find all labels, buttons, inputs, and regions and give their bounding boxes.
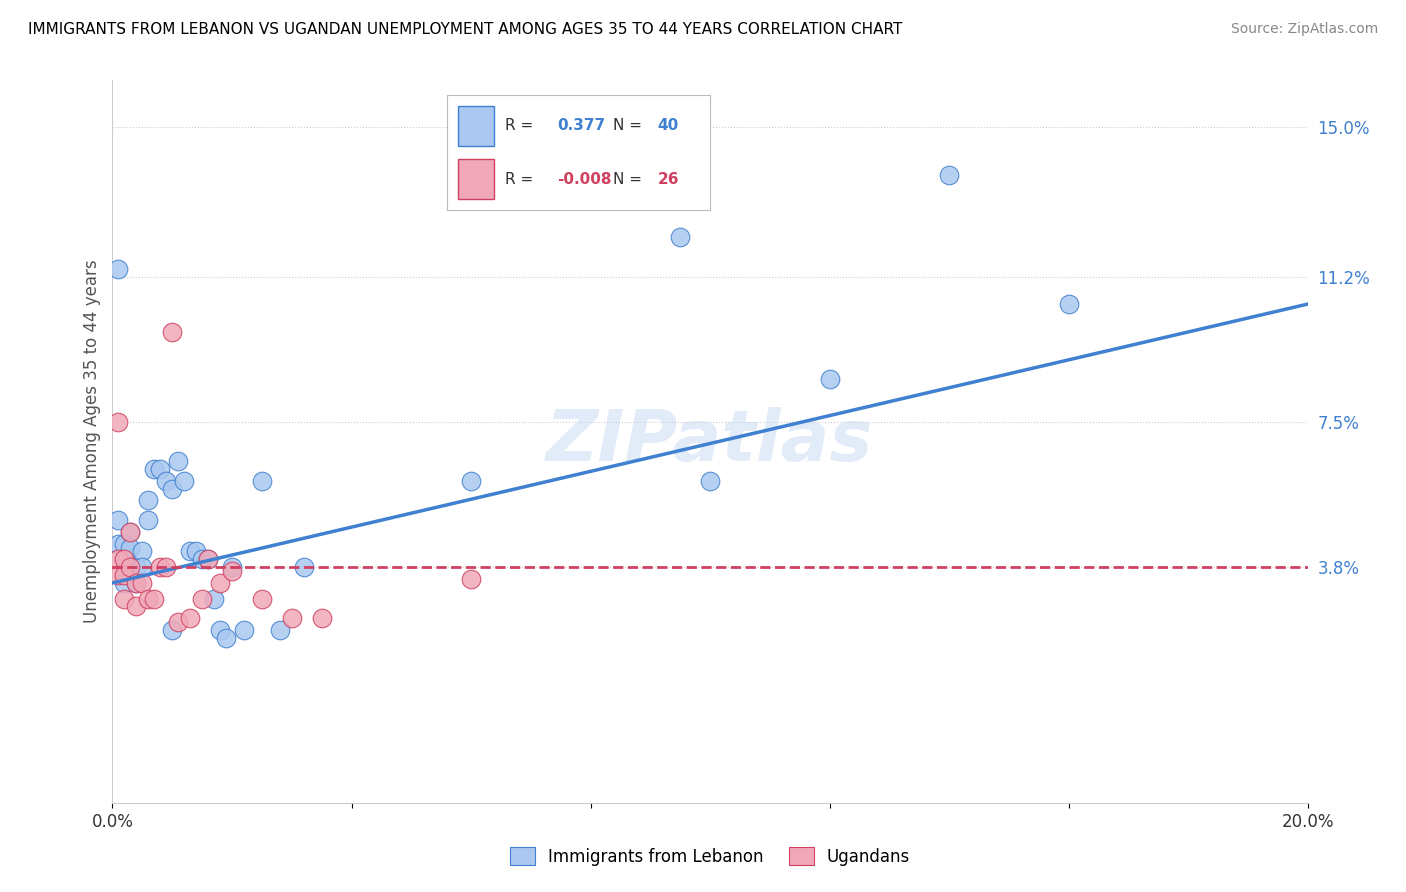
Immigrants from Lebanon	[155, 474, 177, 488]
Ugandans	[209, 575, 232, 590]
Immigrants from Lebanon	[186, 544, 208, 558]
Immigrants from Lebanon	[138, 493, 160, 508]
Immigrants from Lebanon	[1057, 297, 1080, 311]
Ugandans	[179, 611, 201, 625]
Y-axis label: Unemployment Among Ages 35 to 44 years: Unemployment Among Ages 35 to 44 years	[83, 260, 101, 624]
Immigrants from Lebanon	[107, 536, 129, 550]
Ugandans	[281, 611, 304, 625]
Ugandans	[120, 560, 142, 574]
Text: ZIPatlas: ZIPatlas	[547, 407, 873, 476]
Immigrants from Lebanon	[233, 623, 256, 637]
Immigrants from Lebanon	[107, 513, 129, 527]
Immigrants from Lebanon	[143, 462, 166, 476]
Ugandans	[114, 552, 135, 566]
Immigrants from Lebanon	[202, 591, 225, 606]
Immigrants from Lebanon	[167, 454, 190, 468]
Immigrants from Lebanon	[221, 560, 243, 574]
Immigrants from Lebanon	[938, 168, 960, 182]
Immigrants from Lebanon	[197, 552, 219, 566]
Ugandans	[191, 591, 214, 606]
Ugandans	[107, 552, 129, 566]
Ugandans	[125, 599, 148, 614]
Ugandans	[460, 572, 482, 586]
Immigrants from Lebanon	[818, 372, 841, 386]
Immigrants from Lebanon	[138, 513, 160, 527]
Immigrants from Lebanon	[125, 560, 148, 574]
Ugandans	[221, 564, 243, 578]
Text: IMMIGRANTS FROM LEBANON VS UGANDAN UNEMPLOYMENT AMONG AGES 35 TO 44 YEARS CORREL: IMMIGRANTS FROM LEBANON VS UGANDAN UNEMP…	[28, 22, 903, 37]
Immigrants from Lebanon	[292, 560, 315, 574]
Immigrants from Lebanon	[131, 544, 153, 558]
Immigrants from Lebanon	[149, 462, 172, 476]
Ugandans	[143, 591, 166, 606]
Legend: Immigrants from Lebanon, Ugandans: Immigrants from Lebanon, Ugandans	[502, 839, 918, 874]
Ugandans	[107, 568, 129, 582]
Ugandans	[138, 591, 160, 606]
Immigrants from Lebanon	[191, 552, 214, 566]
Ugandans	[120, 524, 142, 539]
Immigrants from Lebanon	[120, 560, 142, 574]
Text: Source: ZipAtlas.com: Source: ZipAtlas.com	[1230, 22, 1378, 37]
Ugandans	[114, 568, 135, 582]
Immigrants from Lebanon	[114, 536, 135, 550]
Immigrants from Lebanon	[131, 560, 153, 574]
Immigrants from Lebanon	[699, 474, 721, 488]
Ugandans	[114, 591, 135, 606]
Immigrants from Lebanon	[209, 623, 232, 637]
Ugandans	[131, 575, 153, 590]
Immigrants from Lebanon	[114, 575, 135, 590]
Immigrants from Lebanon	[460, 474, 482, 488]
Immigrants from Lebanon	[107, 261, 129, 276]
Ugandans	[167, 615, 190, 630]
Ugandans	[162, 325, 183, 339]
Immigrants from Lebanon	[179, 544, 201, 558]
Immigrants from Lebanon	[250, 474, 273, 488]
Ugandans	[311, 611, 333, 625]
Immigrants from Lebanon	[114, 552, 135, 566]
Immigrants from Lebanon	[120, 541, 142, 555]
Immigrants from Lebanon	[120, 524, 142, 539]
Immigrants from Lebanon	[125, 575, 148, 590]
Ugandans	[125, 575, 148, 590]
Immigrants from Lebanon	[215, 631, 238, 645]
Immigrants from Lebanon	[269, 623, 291, 637]
Immigrants from Lebanon	[162, 482, 183, 496]
Ugandans	[250, 591, 273, 606]
Ugandans	[155, 560, 177, 574]
Immigrants from Lebanon	[162, 623, 183, 637]
Immigrants from Lebanon	[173, 474, 195, 488]
Ugandans	[197, 552, 219, 566]
Immigrants from Lebanon	[669, 230, 692, 244]
Ugandans	[107, 415, 129, 429]
Ugandans	[149, 560, 172, 574]
